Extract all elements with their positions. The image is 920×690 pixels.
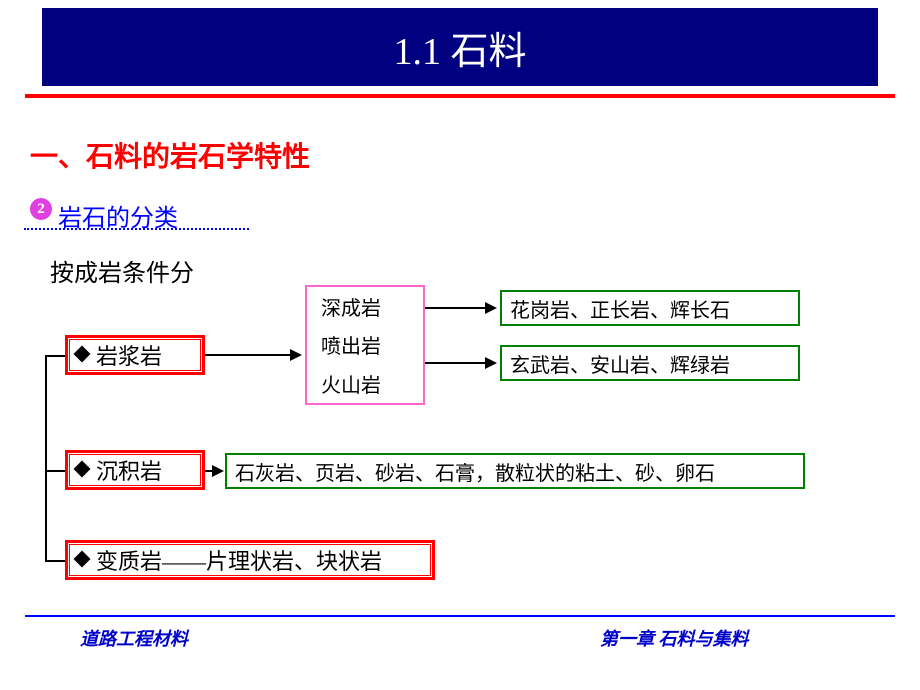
section-heading-text: 一、石料的岩石学特性: [30, 142, 310, 173]
root-box-sedimentary: 沉积岩: [65, 450, 205, 490]
arrow: [425, 307, 495, 309]
diamond-bullet-icon: [74, 551, 91, 568]
root-box-metamorphic: 变质岩——片理状岩、块状岩: [65, 540, 435, 580]
footer-left-text: 道路工程材料: [80, 629, 188, 649]
bullet-number-icon: 2: [30, 198, 52, 220]
condition-text: 按成岩条件分: [50, 253, 194, 288]
root-box-igneous: 岩浆岩: [65, 335, 205, 375]
footer-line: [25, 615, 895, 617]
tree-hline: [45, 560, 65, 562]
subtype-item: 深成岩: [321, 290, 381, 323]
example-box-text: 石灰岩、页岩、砂岩、石膏，散粒状的粘土、砂、卵石: [235, 457, 715, 486]
diamond-bullet-icon: [74, 346, 91, 363]
footer-right-text: 第一章 石料与集料: [600, 629, 749, 649]
arrow: [205, 354, 300, 356]
diamond-bullet-icon: [74, 461, 91, 478]
footer-left: 道路工程材料: [80, 625, 188, 651]
sub-heading-underline: [24, 228, 249, 230]
bullet-number-text: 2: [37, 201, 45, 218]
subtype-list: 深成岩 喷出岩 火山岩: [321, 287, 381, 403]
footer-right: 第一章 石料与集料: [600, 625, 749, 651]
subtype-box: 深成岩 喷出岩 火山岩: [305, 285, 425, 405]
subtype-item: 火山岩: [321, 367, 381, 400]
example-box: 花岗岩、正长岩、辉长石: [500, 290, 800, 326]
example-box: 玄武岩、安山岩、辉绿岩: [500, 345, 800, 381]
root-box-metamorphic-label: 变质岩——片理状岩、块状岩: [96, 544, 382, 576]
root-box-sedimentary-label: 沉积岩: [96, 454, 162, 486]
section-heading: 一、石料的岩石学特性: [30, 135, 310, 175]
root-box-igneous-label: 岩浆岩: [96, 339, 162, 371]
slide-title-banner: 1.1 石料: [42, 8, 878, 86]
tree-hline: [45, 470, 65, 472]
arrow: [425, 362, 495, 364]
tree-vline: [45, 355, 47, 560]
example-box: 石灰岩、页岩、砂岩、石膏，散粒状的粘土、砂、卵石: [225, 453, 805, 489]
title-underline: [25, 94, 895, 98]
arrow: [205, 470, 222, 472]
tree-hline: [45, 355, 65, 357]
slide-title-text: 1.1 石料: [393, 20, 526, 75]
example-box-text: 玄武岩、安山岩、辉绿岩: [510, 349, 730, 378]
example-box-text: 花岗岩、正长岩、辉长石: [510, 294, 730, 323]
subtype-item: 喷出岩: [321, 328, 381, 361]
condition-text-content: 按成岩条件分: [50, 261, 194, 287]
